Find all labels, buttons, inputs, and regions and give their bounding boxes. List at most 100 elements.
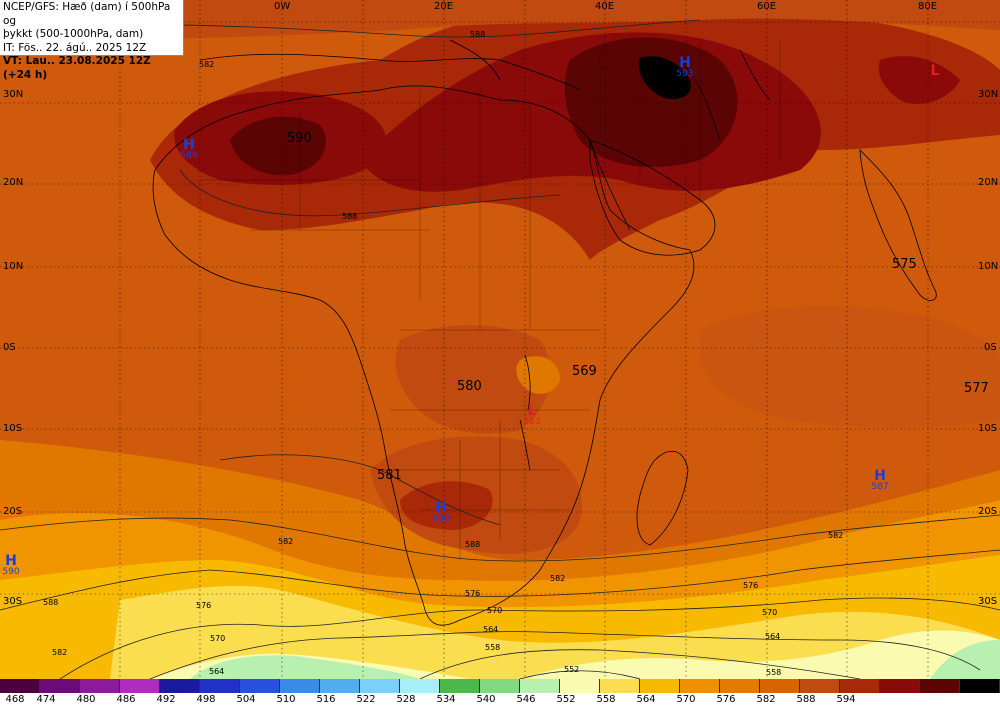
colorbar-tick-label: 552 <box>556 694 576 705</box>
contour-label-552: 552 <box>564 665 580 674</box>
colorbar-swatches <box>0 679 1000 693</box>
field-label-580: 580 <box>457 379 482 394</box>
contour-582 <box>0 514 1000 562</box>
contour-label-570-a: 570 <box>487 606 503 615</box>
init-time: IT: Fös.. 22. ágú.. 2025 12Z <box>3 41 147 54</box>
lat-label-30n-right: 30N <box>978 89 999 100</box>
lat-label-20n-right: 20N <box>978 177 999 188</box>
contour-label-582-d: 582 <box>52 648 68 657</box>
lat-label-10s-left: 10S <box>3 423 23 434</box>
contour-label-564-c: 564 <box>209 667 225 676</box>
contour-588-south <box>219 454 501 526</box>
low-center-northeast: L <box>922 63 948 79</box>
field-label-590: 590 <box>287 131 312 146</box>
colorbar-swatch <box>160 679 200 693</box>
field-594-west <box>230 116 326 176</box>
field-569-patch <box>516 356 560 394</box>
low-value: 583 <box>523 417 541 427</box>
field-590-south <box>400 481 493 530</box>
colorbar-swatch <box>200 679 240 693</box>
lat-label-20s-right: 20S <box>978 506 998 517</box>
contour-label-582-b: 582 <box>550 574 566 583</box>
lon-label-40e: 40E <box>595 1 615 12</box>
colorbar-tick-label: 576 <box>716 694 736 705</box>
colorbar-tick-label: 558 <box>596 694 616 705</box>
contour-label-570-b: 570 <box>762 608 778 617</box>
field-label-575: 575 <box>892 257 917 272</box>
colorbar-labels: 468 474 480 486 492 498 504 510 516 522 528 534 540 5… <box>0 694 1000 708</box>
colorbar-tick-label: 516 <box>316 694 336 705</box>
contour-label-582-c: 582 <box>828 531 844 540</box>
field-max <box>639 56 691 100</box>
valid-time: VT: Lau.. 23.08.2025 12Z (+24 h) <box>3 55 151 81</box>
high-center-west-africa: H 589 <box>176 137 202 162</box>
colorbar-swatch <box>360 679 400 693</box>
colorbar-swatch <box>760 679 800 693</box>
lat-label-10n-right: 10N <box>978 261 999 272</box>
colorbar-tick-label: 588 <box>796 694 816 705</box>
high-value: 590 <box>432 514 450 524</box>
colorbar-tick-label: 468 <box>5 694 25 705</box>
colorbar-swatch <box>720 679 760 693</box>
colorbar-swatch <box>240 679 280 693</box>
field-594-east <box>564 37 738 168</box>
colorbar-tick-label: 534 <box>436 694 456 705</box>
contour-576 <box>0 549 1000 611</box>
high-symbol: H <box>183 137 195 153</box>
colorbar-swatch <box>280 679 320 693</box>
low-symbol: L <box>930 63 940 79</box>
field-label-581: 581 <box>377 468 402 483</box>
lon-label-20e: 20E <box>434 1 454 12</box>
colorbar-tick-label: 522 <box>356 694 376 705</box>
low-symbol: L <box>527 403 537 419</box>
contour-564 <box>149 631 981 679</box>
colorbar-swatch <box>880 679 920 693</box>
lat-label-30s-right: 30S <box>978 596 998 607</box>
colorbar-legend: 468 474 480 486 492 498 504 510 516 522 528 534 540 5… <box>0 679 1000 709</box>
contour-552 <box>519 670 641 679</box>
colorbar-tick-label: 504 <box>236 694 256 705</box>
contour-label-588-south: 588 <box>465 540 481 549</box>
contour-label-588-north: 588 <box>470 30 486 39</box>
high-value: 587 <box>871 482 889 492</box>
contour-588-sahara <box>179 169 561 217</box>
contour-label-564-b: 564 <box>765 632 781 641</box>
field-546 <box>190 655 420 679</box>
contour-label-576-a: 576 <box>465 589 481 598</box>
contour-label-582-north: 582 <box>199 60 215 69</box>
high-symbol: H <box>874 468 886 484</box>
low-center-east-africa: L 583 <box>519 403 545 428</box>
colorbar-tick-label: 528 <box>396 694 416 705</box>
field-577-ocean <box>700 306 1000 428</box>
contour-label-582-a: 582 <box>278 537 294 546</box>
colorbar-swatch <box>400 679 440 693</box>
colorbar-swatch <box>640 679 680 693</box>
high-center-atlantic: H 590 <box>0 554 24 578</box>
contour-558 <box>419 649 861 679</box>
lat-label-20s-left: 20S <box>3 506 23 517</box>
colorbar-tick-label: 492 <box>156 694 176 705</box>
colorbar-swatch <box>40 679 80 693</box>
field-580-central <box>395 325 551 434</box>
colorbar-tick-label: 564 <box>636 694 656 705</box>
colorbar-swatch <box>600 679 640 693</box>
lat-label-10n-left: 10N <box>3 261 24 272</box>
field-590-far-east <box>878 56 960 104</box>
borders <box>200 40 781 560</box>
colorbar-tick-label: 474 <box>36 694 56 705</box>
contour-label-558-a: 558 <box>485 643 501 652</box>
colorbar-tick-label: 546 <box>516 694 536 705</box>
high-value: 593 <box>676 69 694 79</box>
lat-label-20n-left: 20N <box>3 177 24 188</box>
colorbar-swatch <box>80 679 120 693</box>
colorbar-swatch <box>840 679 880 693</box>
colorbar-swatch <box>800 679 840 693</box>
contour-label-588-atl: 588 <box>43 598 59 607</box>
colorbar-swatch <box>960 679 1000 693</box>
high-value: 590 <box>2 567 20 577</box>
colorbar-tick-label: 594 <box>836 694 856 705</box>
lat-label-0s-left: 0S <box>3 342 16 353</box>
high-symbol: H <box>679 55 691 71</box>
contour-label-576-c: 576 <box>196 601 212 610</box>
colorbar-swatch <box>320 679 360 693</box>
